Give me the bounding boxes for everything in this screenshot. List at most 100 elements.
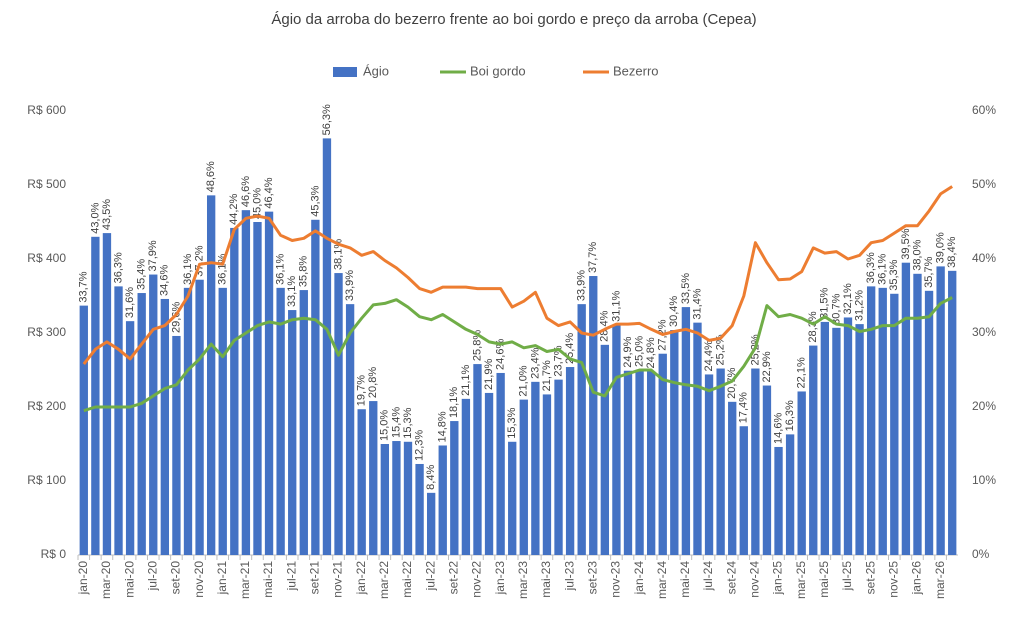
line — [83, 296, 953, 413]
bar — [288, 310, 297, 555]
bar — [369, 401, 378, 555]
data-label: 14,6% — [772, 413, 784, 444]
bar — [913, 273, 922, 555]
legend-label: Bezerro — [613, 63, 659, 78]
bar — [948, 270, 957, 555]
bar — [160, 298, 170, 555]
y2-tick-label: 10% — [972, 473, 996, 487]
bar — [137, 293, 146, 555]
line — [82, 185, 954, 366]
bar — [762, 385, 772, 555]
x-tick-label: nov-21 — [331, 561, 345, 598]
data-label: 34,6% — [159, 265, 171, 296]
bar — [681, 307, 691, 555]
x-tick-label: jan-23 — [493, 561, 507, 596]
data-label: 25,0% — [633, 336, 645, 367]
y2-tick-label: 60% — [972, 103, 996, 117]
bar — [612, 324, 621, 555]
y2-tick-label: 50% — [972, 177, 996, 191]
bar — [542, 394, 552, 555]
bar — [345, 304, 355, 555]
y2-tick-label: 0% — [972, 547, 990, 561]
data-label: 22,9% — [761, 351, 773, 382]
data-label: 46,6% — [240, 176, 252, 207]
y-tick-label: R$ 400 — [27, 251, 66, 265]
x-tick-label: set-22 — [446, 561, 460, 595]
x-tick-label: jul-23 — [562, 561, 576, 592]
x-tick-label: nov-25 — [886, 561, 900, 598]
data-label: 43,0% — [89, 202, 101, 233]
data-label: 23,4% — [529, 347, 541, 378]
bar — [531, 381, 540, 555]
bar — [114, 286, 123, 555]
data-label: 31,2% — [853, 290, 865, 321]
x-tick-label: mai-23 — [539, 561, 553, 598]
data-label: 36,1% — [275, 253, 287, 284]
y-tick-label: R$ 0 — [41, 547, 67, 561]
x-tick-label: set-21 — [308, 561, 322, 595]
x-tick-label: jan-22 — [354, 561, 368, 596]
bar — [334, 273, 343, 555]
x-tick-label: mar-23 — [516, 561, 530, 599]
bar — [218, 287, 227, 555]
bar — [241, 210, 251, 555]
bar — [473, 364, 482, 555]
data-label: 18,1% — [448, 387, 460, 418]
y-tick-label: R$ 200 — [27, 399, 66, 413]
x-tick-label: mai-22 — [400, 561, 414, 598]
data-label: 19,7% — [356, 375, 368, 406]
bar — [357, 409, 366, 555]
x-tick-label: mai-24 — [678, 561, 692, 598]
data-label: 45,0% — [251, 188, 263, 219]
x-tick-label: mai-21 — [261, 561, 275, 598]
data-label: 15,3% — [506, 407, 518, 438]
data-label: 36,3% — [865, 252, 877, 283]
data-label: 30,4% — [668, 296, 680, 327]
bar — [623, 370, 633, 555]
x-tick-label: jan-20 — [76, 561, 90, 596]
x-tick-label: nov-23 — [609, 561, 623, 598]
bar — [866, 286, 876, 555]
x-tick-label: nov-22 — [470, 561, 484, 598]
bar — [392, 441, 401, 555]
bar — [901, 262, 911, 555]
y-tick-label: R$ 600 — [27, 103, 66, 117]
legend-label: Boi gordo — [470, 63, 526, 78]
data-label: 36,3% — [112, 252, 124, 283]
data-label: 36,1% — [182, 253, 194, 284]
bar — [415, 463, 424, 555]
bar — [496, 372, 505, 555]
bar — [484, 392, 494, 555]
data-label: 24,4% — [703, 340, 715, 371]
bar — [450, 421, 459, 555]
data-label: 36,1% — [877, 253, 889, 284]
x-tick-label: jan-26 — [910, 561, 924, 596]
bar — [774, 446, 783, 555]
bar — [785, 434, 795, 555]
x-tick-label: mar-20 — [99, 561, 113, 599]
x-tick-label: mar-21 — [238, 561, 252, 599]
bar — [102, 233, 112, 555]
bar — [693, 322, 702, 555]
data-label: 17,4% — [738, 392, 750, 423]
bar — [206, 195, 216, 556]
chart-title: Ágio da arroba do bezerro frente ao boi … — [271, 11, 756, 28]
bar — [670, 330, 679, 555]
data-label: 33,1% — [286, 276, 298, 307]
data-label: 31,1% — [610, 290, 622, 321]
bar — [924, 290, 934, 555]
data-label: 21,9% — [483, 359, 495, 390]
bar — [183, 287, 193, 555]
legend-label: Ágio — [363, 63, 389, 78]
x-tick-label: jul-21 — [284, 561, 298, 592]
y2-tick-label: 30% — [972, 325, 996, 339]
data-label: 8,4% — [425, 465, 437, 490]
data-label: 31,6% — [124, 287, 136, 318]
bar — [508, 441, 517, 555]
data-label: 45,3% — [309, 185, 321, 216]
data-label: 28,4% — [599, 310, 611, 341]
bar — [519, 399, 528, 555]
bar — [832, 327, 841, 555]
data-label: 16,3% — [784, 400, 796, 431]
data-label: 30,7% — [830, 293, 842, 324]
